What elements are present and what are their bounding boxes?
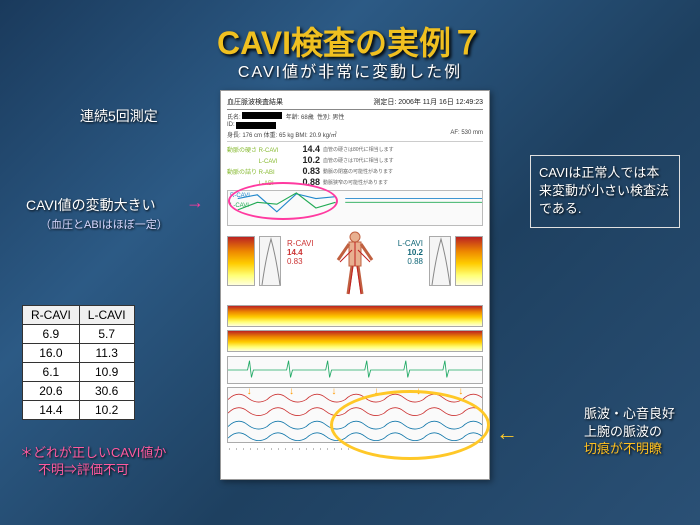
age-label: 年齢: 68歳 — [286, 112, 314, 121]
pwv-strip-r — [227, 305, 483, 327]
name-redacted — [242, 112, 282, 119]
cavi-table: R-CAVIL-CAVI 6.95.716.011.36.110.920.630… — [22, 305, 135, 420]
fluctuation-sublabel: （血圧とABIはほぼ一定） — [40, 216, 168, 232]
yellow-arrow-icon: ← — [496, 420, 518, 446]
af-value: AF: 530 mm — [450, 130, 483, 139]
body-stats: 身長: 176 cm 体重: 65 kg BMI: 20.9 kg/㎡ — [227, 130, 337, 139]
mini-rcavi: R-CAVI14.40.83 — [287, 240, 314, 266]
fluctuation-label: CAVI値の変動大きい — [26, 195, 156, 215]
mini-lcavi: L-CAVI10.20.88 — [398, 240, 423, 266]
repeat-label: 連続5回測定 — [80, 106, 158, 126]
footnote-line1: ＊どれが正しいCAVI値か — [20, 445, 166, 462]
id-label: ID: — [227, 122, 235, 129]
id-redacted — [236, 122, 276, 129]
wave-note-1: 脈波・心音良好 — [584, 405, 675, 423]
sex-label: 性別: 男性 — [317, 112, 344, 121]
body-panel: R-CAVI14.40.83 L-CAVI10.20.88 — [227, 230, 483, 302]
body-icon — [332, 230, 378, 302]
pink-arrow-icon: → — [186, 192, 204, 213]
wave-ecg — [227, 356, 483, 384]
pwv-strip-l — [227, 330, 483, 352]
wave-note: 脈波・心音良好 上腕の脈波の 切痕が不明瞭 — [584, 405, 675, 458]
yellow-ellipse-icon — [330, 390, 490, 460]
metrics-block: 動脈の硬さ R-CAVI14.4血管の硬さは80代に相当します L-CAVI10… — [227, 144, 483, 187]
footnote: ＊どれが正しいCAVI値か 不明⇒評価不可 — [20, 445, 166, 479]
pink-ellipse-icon — [228, 182, 338, 220]
report-header-right: 測定日: 2006年 11月 16日 12:49:23 — [373, 97, 483, 107]
report-header-left: 血圧脈波検査結果 — [227, 97, 283, 107]
page-subtitle: CAVI値が非常に変動した例 — [0, 58, 700, 82]
cavi-info-box: CAVIは正常人では本来変動が小さい検査法である. — [530, 155, 680, 228]
wave-note-3: 切痕が不明瞭 — [584, 440, 675, 458]
footnote-line2: 不明⇒評価不可 — [20, 462, 166, 479]
name-label: 氏名: — [227, 112, 241, 121]
wave-note-2: 上腕の脈波の — [584, 423, 675, 441]
